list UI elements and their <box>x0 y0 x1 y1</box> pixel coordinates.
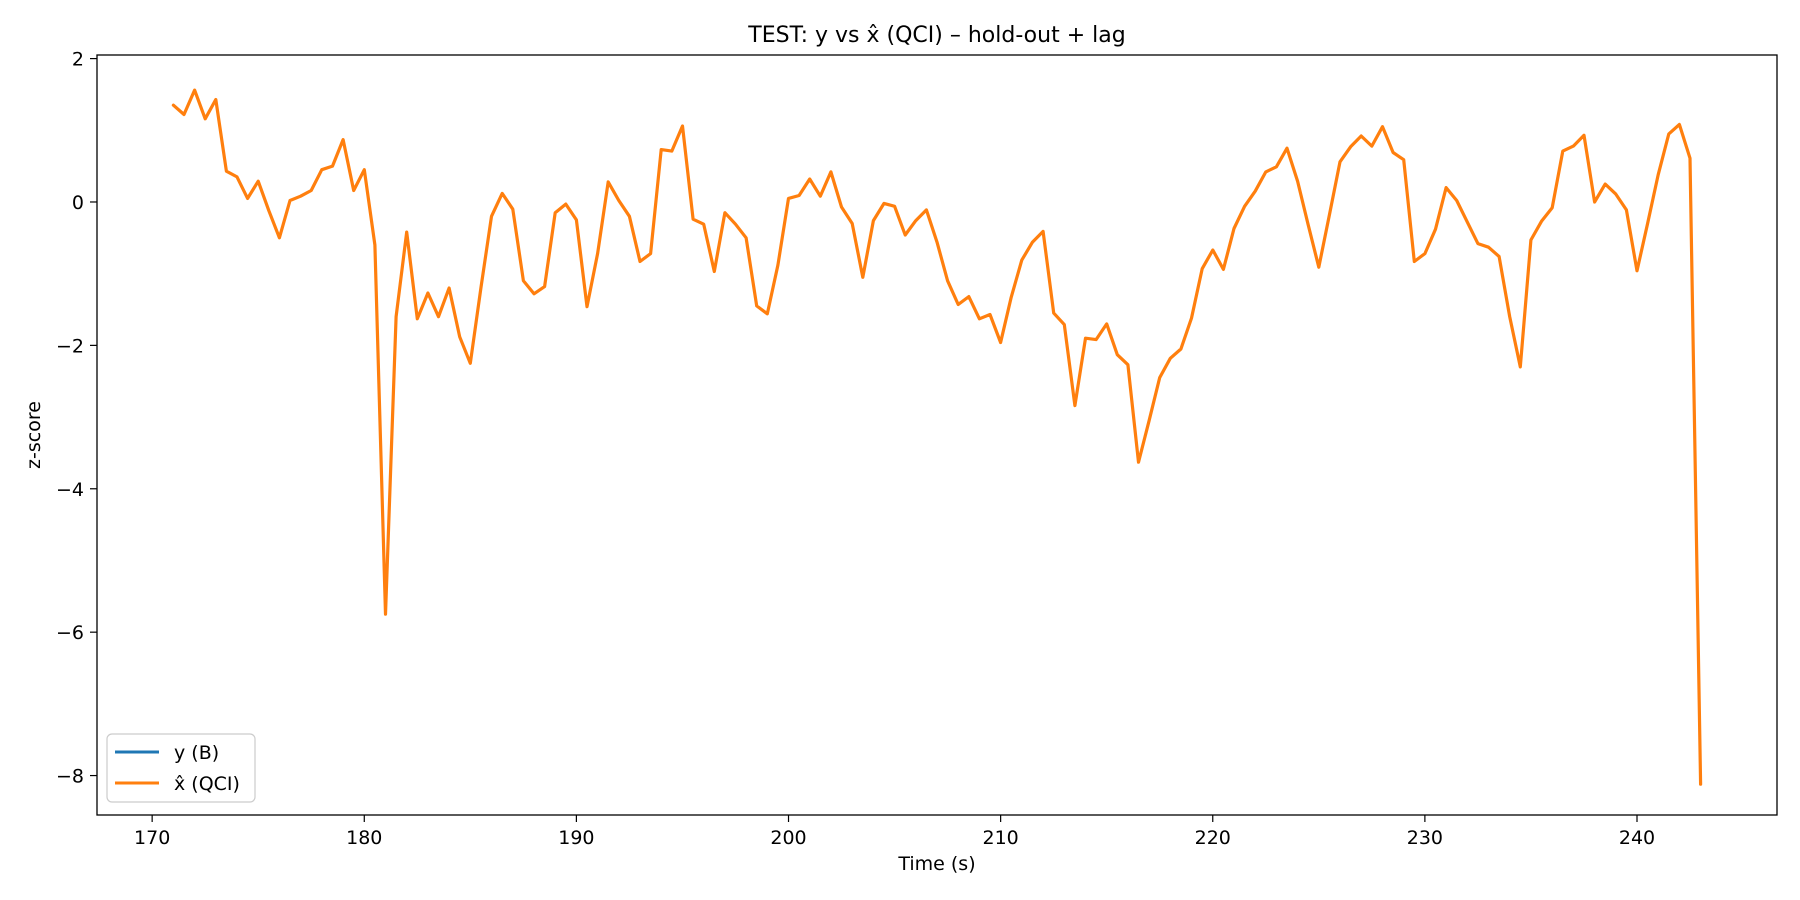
y-tick-label: −8 <box>56 766 84 788</box>
x-tick-label: 220 <box>1195 827 1231 849</box>
series-line-x-hat <box>171 88 1703 786</box>
y-tick-label: 0 <box>72 192 84 214</box>
x-tick-label: 170 <box>134 827 170 849</box>
y-tick-label: −4 <box>56 479 84 501</box>
y-tick-label: −2 <box>56 335 84 357</box>
y-tick-label: −6 <box>56 622 84 644</box>
x-tick-label: 200 <box>770 827 806 849</box>
x-axis: 170 180 190 200 210 220 230 240 <box>134 815 1655 849</box>
x-axis-label: Time (s) <box>897 853 975 875</box>
x-tick-label: 210 <box>983 827 1019 849</box>
legend-label-x-hat: x̂ (QCI) <box>174 773 240 795</box>
axes-frame <box>96 54 1778 816</box>
series-layer <box>171 88 1703 786</box>
x-tick-label: 190 <box>558 827 594 849</box>
y-axis-label: z-score <box>23 401 45 469</box>
plot-area <box>97 55 1777 815</box>
x-tick-label: 180 <box>346 827 382 849</box>
legend: y (B) x̂ (QCI) <box>106 733 256 803</box>
y-axis: 2 0 −2 −4 −6 −8 <box>56 49 97 788</box>
x-tick-label: 230 <box>1407 827 1443 849</box>
chart-title: TEST: y vs x̂ (QCI) – hold-out + lag <box>747 23 1125 48</box>
legend-label-y: y (B) <box>174 742 219 764</box>
x-tick-label: 240 <box>1619 827 1655 849</box>
y-tick-label: 2 <box>72 49 84 71</box>
